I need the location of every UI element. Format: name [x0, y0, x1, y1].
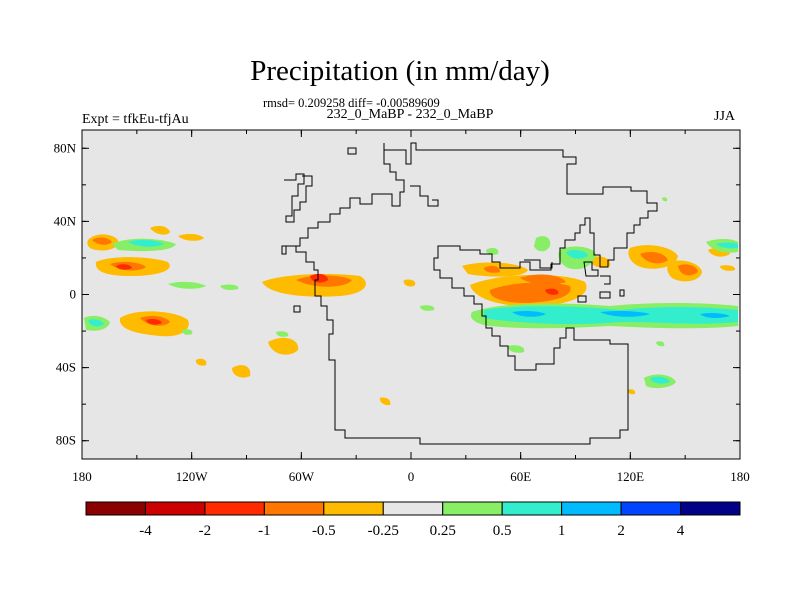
- colorbar-swatch: [204, 501, 265, 516]
- map-background: [82, 130, 740, 459]
- colorbar-swatch: [680, 501, 741, 516]
- colorbar-swatch: [620, 501, 682, 516]
- latitude-axis: 80N 40N 0 40S 80S: [54, 140, 740, 448]
- lat-tick-label: 80S: [56, 433, 76, 448]
- lon-tick-label: 180: [730, 469, 750, 484]
- lat-tick-label: 0: [70, 287, 77, 302]
- colorbar-label: -4: [139, 523, 152, 539]
- lon-tick-label: 60E: [510, 469, 531, 484]
- lon-tick-label: 0: [408, 469, 415, 484]
- colorbar-label: 4: [677, 523, 685, 539]
- stats-line: rmsd= 0.209258 diff= -0.00589609: [263, 96, 440, 110]
- lon-tick-label: 180: [72, 469, 92, 484]
- colorbar-label: -0.5: [312, 523, 336, 539]
- lat-tick-label: 40N: [54, 213, 77, 228]
- coastlines: [281, 142, 658, 445]
- season-label: JJA: [714, 109, 736, 124]
- colorbar-swatch: [323, 501, 384, 516]
- colorbar-label: 0.25: [430, 523, 456, 539]
- colorbar-swatch: [144, 501, 206, 516]
- lat-tick-label: 80N: [54, 140, 77, 155]
- colorbar-swatch: [85, 501, 146, 516]
- lon-tick-label: 60W: [289, 469, 315, 484]
- lat-tick-label: 40S: [56, 360, 76, 375]
- colorbar-label: 2: [617, 523, 625, 539]
- colorbar-label: -0.25: [368, 523, 399, 539]
- precip-anomaly-field: [84, 197, 738, 406]
- colorbar-swatch: [442, 501, 503, 516]
- colorbar-swatch: [382, 501, 444, 516]
- colorbar-label: -2: [199, 523, 212, 539]
- colorbar-label: 0.5: [493, 523, 512, 539]
- experiment-name: 232_0_MaBP - 232_0_MaBP: [326, 107, 494, 122]
- colorbar-swatch: [501, 501, 563, 516]
- colorbar-label: 1: [558, 523, 566, 539]
- expt-label: Expt = tfkEu-tfjAu: [82, 112, 189, 127]
- lon-tick-label: 120W: [176, 469, 209, 484]
- colorbar-swatch: [561, 501, 622, 516]
- longitude-axis: 180 120W 60W 0 60E 120E 180: [72, 130, 750, 484]
- colorbar: -4 -2 -1 -0.5 -0.25 0.25 0.5 1 2 4: [85, 501, 741, 539]
- chart-title: Precipitation (in mm/day): [250, 55, 550, 87]
- colorbar-label: -1: [258, 523, 271, 539]
- colorbar-swatch: [263, 501, 325, 516]
- lon-tick-label: 120E: [617, 469, 645, 484]
